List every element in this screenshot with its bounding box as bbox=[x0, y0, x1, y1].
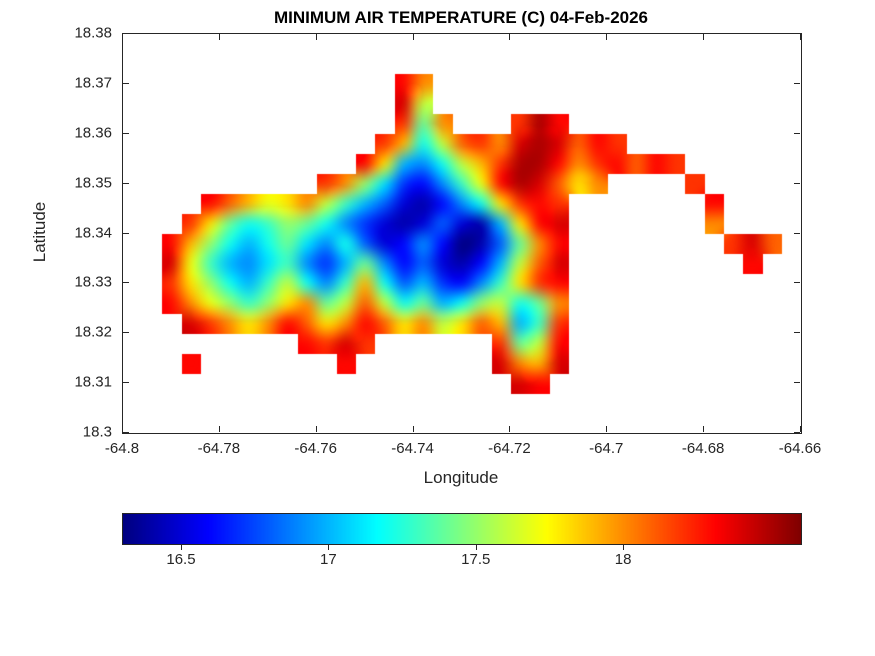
y-tick-mark bbox=[123, 33, 129, 34]
colorbar-tick-mark bbox=[623, 545, 625, 550]
y-tick-mark bbox=[123, 132, 129, 134]
y-tick-mark bbox=[123, 182, 129, 184]
y-tick-mark bbox=[123, 232, 129, 234]
x-tick-mark bbox=[509, 426, 511, 432]
x-tick-label: -64.66 bbox=[778, 440, 822, 457]
y-tick-mark-right bbox=[794, 182, 800, 184]
y-tick-mark-right bbox=[794, 432, 800, 433]
x-tick-label: -64.74 bbox=[391, 440, 434, 457]
y-tick-mark bbox=[123, 282, 129, 284]
y-tick-label: 18.32 bbox=[74, 323, 112, 341]
x-tick-mark bbox=[315, 426, 317, 432]
y-tick-label: 18.34 bbox=[74, 224, 112, 241]
x-tick-mark bbox=[703, 426, 705, 432]
x-tick-mark bbox=[412, 426, 414, 432]
y-tick-label: 18.38 bbox=[74, 24, 112, 42]
y-tick-label: 18.36 bbox=[74, 124, 112, 142]
colorbar-tick-mark bbox=[180, 545, 182, 550]
y-tick-mark-right bbox=[794, 282, 800, 284]
x-tick-mark-top bbox=[606, 34, 608, 40]
y-tick-label: 18.31 bbox=[74, 373, 112, 391]
colorbar-tick-label: 18 bbox=[614, 551, 632, 568]
x-tick-mark-top bbox=[509, 34, 511, 40]
y-tick-label: 18.35 bbox=[74, 174, 112, 192]
x-tick-mark bbox=[218, 426, 220, 432]
x-tick-label: -64.7 bbox=[589, 440, 624, 457]
colorbar bbox=[122, 513, 802, 545]
y-tick-mark-right bbox=[794, 382, 800, 384]
colorbar-gradient-canvas bbox=[123, 514, 801, 544]
x-tick-mark bbox=[606, 426, 608, 432]
x-tick-mark bbox=[122, 426, 123, 432]
x-tick-label: -64.8 bbox=[104, 440, 140, 457]
x-tick-label: -64.78 bbox=[197, 440, 241, 457]
colorbar-tick-label: 17.5 bbox=[461, 551, 491, 568]
y-tick-mark bbox=[123, 382, 129, 384]
x-tick-mark-top bbox=[412, 34, 414, 40]
y-tick-mark bbox=[123, 82, 129, 84]
colorbar-tick-mark bbox=[475, 545, 477, 550]
x-tick-mark bbox=[800, 426, 801, 432]
y-tick-label: 18.37 bbox=[74, 74, 112, 92]
colorbar-tick-mark bbox=[328, 545, 330, 550]
y-tick-mark-right bbox=[794, 332, 800, 334]
x-axis-label: Longitude bbox=[423, 468, 499, 487]
x-tick-mark-top bbox=[800, 34, 801, 40]
x-tick-mark-top bbox=[703, 34, 705, 40]
y-tick-label: 18.3 bbox=[82, 423, 112, 441]
x-tick-label: -64.68 bbox=[681, 440, 725, 457]
plot-area bbox=[122, 33, 802, 434]
x-tick-mark-top bbox=[315, 34, 317, 40]
y-tick-mark-right bbox=[794, 33, 800, 34]
heatmap-canvas bbox=[123, 34, 801, 433]
y-tick-label: 18.33 bbox=[74, 273, 112, 291]
colorbar-tick-label: 17 bbox=[320, 551, 337, 568]
y-tick-mark-right bbox=[794, 82, 800, 84]
y-tick-mark bbox=[123, 432, 129, 433]
x-tick-label: -64.72 bbox=[488, 440, 531, 457]
x-tick-label: -64.76 bbox=[294, 440, 337, 457]
y-tick-mark-right bbox=[794, 232, 800, 234]
y-tick-mark-right bbox=[794, 132, 800, 134]
x-tick-mark-top bbox=[122, 34, 123, 40]
x-tick-mark-top bbox=[218, 34, 220, 40]
colorbar-tick-label: 16.5 bbox=[166, 551, 196, 568]
y-tick-mark bbox=[123, 332, 129, 334]
chart-title: MINIMUM AIR TEMPERATURE (C) 04-Feb-2026 bbox=[273, 8, 649, 27]
